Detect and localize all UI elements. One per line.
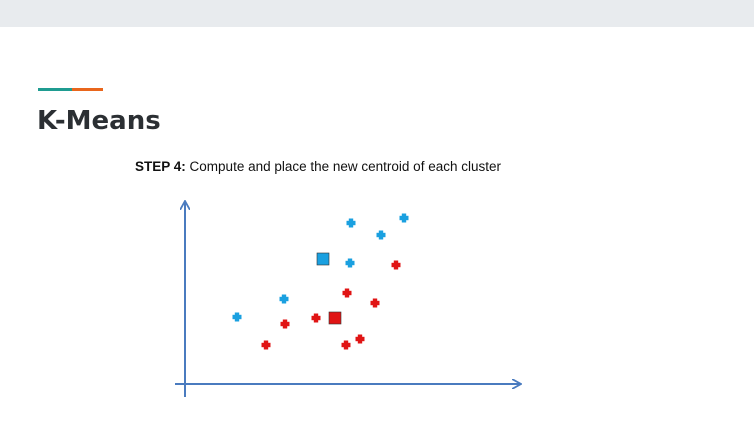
cluster-red-point xyxy=(342,288,352,298)
kmeans-diagram xyxy=(175,190,540,397)
cluster-blue-centroid xyxy=(316,252,330,266)
cluster-red-point xyxy=(370,298,380,308)
cluster-blue-point xyxy=(346,218,356,228)
top-band xyxy=(0,0,754,27)
cluster-red-point xyxy=(341,340,351,350)
step-label: STEP 4: xyxy=(135,159,186,174)
cluster-marks xyxy=(232,213,409,350)
cluster-red-point xyxy=(280,319,290,329)
step-text: Compute and place the new centroid of ea… xyxy=(189,159,501,174)
title-accent-teal xyxy=(38,88,72,91)
cluster-blue-point xyxy=(345,258,355,268)
cluster-red-centroid xyxy=(328,311,342,325)
cluster-blue-point xyxy=(399,213,409,223)
slide-title: K-Means xyxy=(37,106,161,136)
cluster-red-point xyxy=(391,260,401,270)
cluster-red-point xyxy=(355,334,365,344)
cluster-blue-point xyxy=(232,312,242,322)
cluster-red-point xyxy=(311,313,321,323)
title-accent-orange xyxy=(72,88,103,91)
cluster-blue-point xyxy=(376,230,386,240)
step-caption: STEP 4: Compute and place the new centro… xyxy=(135,159,501,174)
cluster-red-point xyxy=(261,340,271,350)
cluster-blue-point xyxy=(279,294,289,304)
